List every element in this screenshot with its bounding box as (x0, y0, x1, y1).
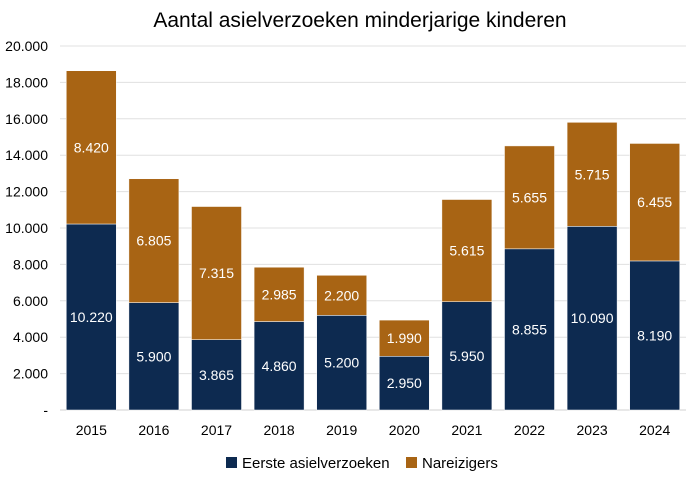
data-label: 6.455 (637, 194, 672, 210)
x-tick-label: 2024 (639, 422, 670, 438)
data-label: 5.950 (449, 348, 484, 364)
x-tick-label: 2015 (76, 422, 107, 438)
x-tick-label: 2021 (451, 422, 482, 438)
y-tick-label: 2.000 (13, 366, 48, 382)
data-label: 4.860 (262, 358, 297, 374)
data-label: 8.190 (637, 327, 672, 343)
data-label: 10.090 (571, 310, 614, 326)
bar-nareizigers-2022 (504, 145, 555, 250)
bar-nareizigers-2021 (441, 199, 493, 302)
bar-nareizigers-2015 (66, 70, 117, 225)
bar-nareizigers-2019 (316, 275, 367, 316)
x-tick-label: 2023 (577, 422, 608, 438)
data-label: 2.950 (387, 375, 422, 391)
data-label: 8.420 (74, 139, 109, 155)
x-tick-label: 2018 (264, 422, 295, 438)
bar-eerste-asielverzoeken-2019 (316, 315, 367, 411)
bar-eerste-asielverzoeken-2015 (66, 223, 117, 411)
data-label: 2.985 (262, 286, 297, 302)
data-label: 2.200 (324, 287, 359, 303)
x-tick-label: 2016 (138, 422, 169, 438)
bar-eerste-asielverzoeken-2024 (629, 260, 680, 411)
bar-eerste-asielverzoeken-2017 (191, 339, 242, 411)
bar-nareizigers-2017 (191, 206, 242, 340)
bar-eerste-asielverzoeken-2021 (441, 301, 493, 411)
data-label: 5.655 (512, 189, 547, 205)
data-label: 5.715 (575, 166, 610, 182)
bar-eerste-asielverzoeken-2023 (566, 226, 618, 411)
data-label: 7.315 (199, 265, 234, 281)
data-label: 1.990 (387, 330, 422, 346)
bar-eerste-asielverzoeken-2016 (128, 302, 180, 411)
legend: Eerste asielverzoeken Nareizigers (226, 455, 498, 472)
x-tick-label: 2020 (389, 422, 420, 438)
bar-eerste-asielverzoeken-2018 (253, 321, 305, 411)
y-axis-ticks: - 2.000 4.000 6.000 8.000 10.000 12.000 14.000 1… (5, 38, 48, 418)
data-label: 5.900 (136, 348, 171, 364)
x-tick-label: 2019 (326, 422, 357, 438)
y-tick-label: 6.000 (13, 293, 48, 309)
y-tick-label: 16.000 (5, 111, 48, 127)
data-label: 3.865 (199, 367, 234, 383)
y-tick-label: 20.000 (5, 38, 48, 54)
bar-nareizigers-2020 (379, 319, 430, 357)
data-label: 5.200 (324, 355, 359, 371)
legend-label: Eerste asielverzoeken (242, 455, 390, 472)
data-label: 6.805 (136, 233, 171, 249)
data-label: 10.220 (70, 309, 113, 325)
bar-eerste-asielverzoeken-2022 (504, 248, 555, 411)
bar-nareizigers-2018 (253, 266, 305, 322)
y-tick-label: 12.000 (5, 184, 48, 200)
y-tick-label: 10.000 (5, 220, 48, 236)
y-tick-label: 18.000 (5, 74, 48, 90)
legend-swatch-nareizigers (406, 457, 417, 468)
data-label: 5.615 (449, 243, 484, 259)
y-tick-label: 8.000 (13, 256, 48, 272)
bar-nareizigers-2024 (629, 143, 680, 262)
y-tick-label: 14.000 (5, 147, 48, 163)
legend-swatch-eerste-asielverzoeken (226, 457, 237, 468)
bars: 10.220 8.420 5.900 6.805 3.865 7.315 4.860 2.98… (66, 70, 680, 411)
x-tick-label: 2017 (201, 422, 232, 438)
bar-nareizigers-2016 (128, 178, 180, 303)
x-tick-label: 2022 (514, 422, 545, 438)
y-tick-label: - (43, 402, 48, 418)
data-label: 8.855 (512, 321, 547, 337)
chart-title: Aantal asielverzoeken minderjarige kinde… (153, 9, 566, 32)
x-axis-ticks: 2015 2016 2017 2018 2019 2020 2021 2022 2023 2024 (76, 422, 671, 438)
bar-eerste-asielverzoeken-2020 (379, 356, 430, 411)
legend-label: Nareizigers (422, 455, 498, 472)
bar-nareizigers-2023 (566, 122, 618, 227)
y-tick-label: 4.000 (13, 329, 48, 345)
